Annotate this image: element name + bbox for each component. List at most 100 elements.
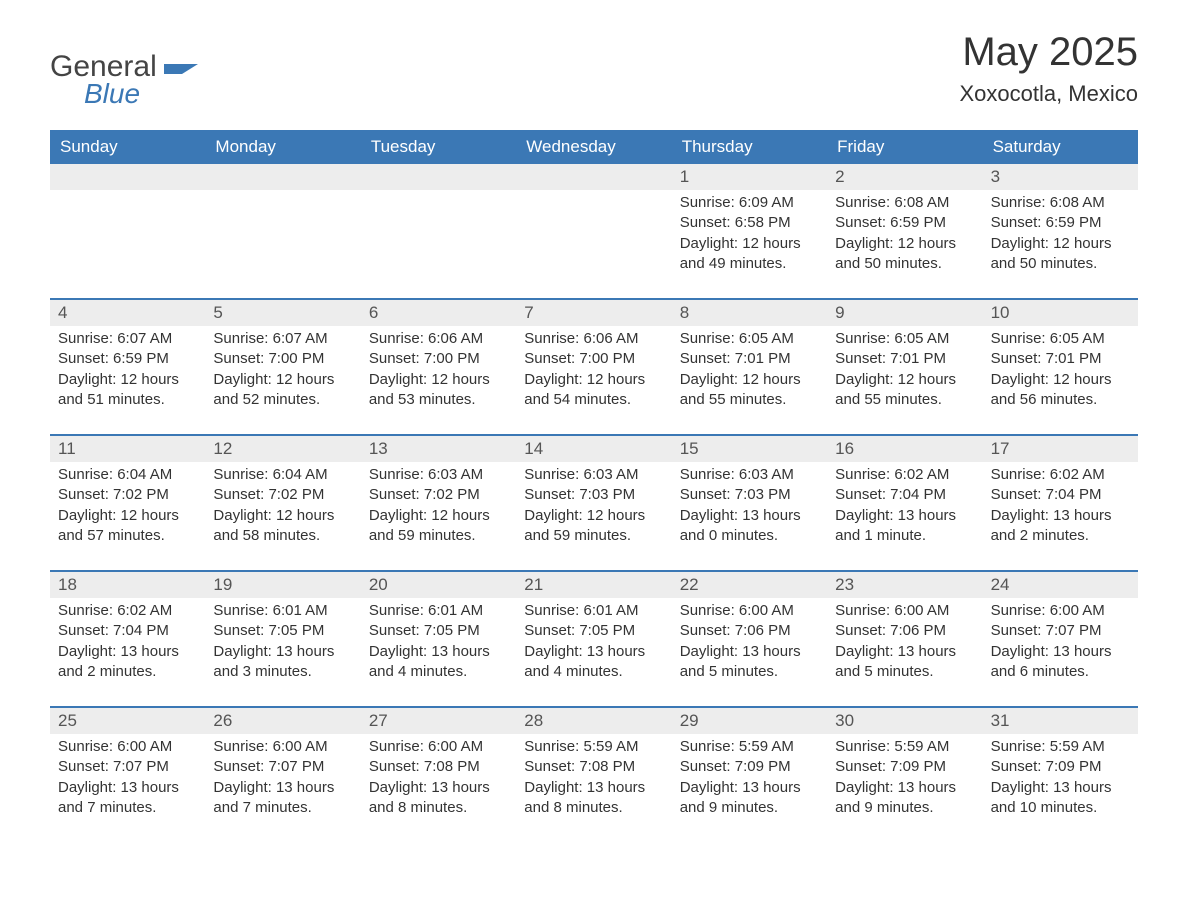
day-details: Sunrise: 6:04 AMSunset: 7:02 PMDaylight:… (50, 462, 205, 552)
day-number: 28 (516, 708, 671, 734)
day-number: 31 (983, 708, 1138, 734)
day-cell: 12Sunrise: 6:04 AMSunset: 7:02 PMDayligh… (205, 436, 360, 552)
day-number: 16 (827, 436, 982, 462)
week-row: 25Sunrise: 6:00 AMSunset: 7:07 PMDayligh… (50, 706, 1138, 824)
day-cell: 15Sunrise: 6:03 AMSunset: 7:03 PMDayligh… (672, 436, 827, 552)
weekday-thursday: Thursday (672, 130, 827, 164)
day-cell: 2Sunrise: 6:08 AMSunset: 6:59 PMDaylight… (827, 164, 982, 280)
day-number: 15 (672, 436, 827, 462)
day-number: 7 (516, 300, 671, 326)
day-cell: 23Sunrise: 6:00 AMSunset: 7:06 PMDayligh… (827, 572, 982, 688)
location-label: Xoxocotla, Mexico (959, 81, 1138, 107)
day-details: Sunrise: 6:05 AMSunset: 7:01 PMDaylight:… (672, 326, 827, 416)
day-cell: 24Sunrise: 6:00 AMSunset: 7:07 PMDayligh… (983, 572, 1138, 688)
day-number: 26 (205, 708, 360, 734)
day-cell: 17Sunrise: 6:02 AMSunset: 7:04 PMDayligh… (983, 436, 1138, 552)
day-number: 29 (672, 708, 827, 734)
weekday-monday: Monday (205, 130, 360, 164)
calendar: SundayMondayTuesdayWednesdayThursdayFrid… (50, 130, 1138, 824)
day-number: 25 (50, 708, 205, 734)
day-number: 9 (827, 300, 982, 326)
day-details: Sunrise: 6:02 AMSunset: 7:04 PMDaylight:… (50, 598, 205, 688)
day-details: Sunrise: 6:01 AMSunset: 7:05 PMDaylight:… (205, 598, 360, 688)
day-number: 12 (205, 436, 360, 462)
day-number: 2 (827, 164, 982, 190)
day-details: Sunrise: 6:00 AMSunset: 7:08 PMDaylight:… (361, 734, 516, 824)
day-details: Sunrise: 6:00 AMSunset: 7:07 PMDaylight:… (50, 734, 205, 824)
day-cell: 31Sunrise: 5:59 AMSunset: 7:09 PMDayligh… (983, 708, 1138, 824)
day-cell: 4Sunrise: 6:07 AMSunset: 6:59 PMDaylight… (50, 300, 205, 416)
day-number: 19 (205, 572, 360, 598)
day-number: 8 (672, 300, 827, 326)
weekday-wednesday: Wednesday (516, 130, 671, 164)
day-number: 1 (672, 164, 827, 190)
day-cell: 7Sunrise: 6:06 AMSunset: 7:00 PMDaylight… (516, 300, 671, 416)
day-cell: 1Sunrise: 6:09 AMSunset: 6:58 PMDaylight… (672, 164, 827, 280)
day-details: Sunrise: 6:07 AMSunset: 7:00 PMDaylight:… (205, 326, 360, 416)
title-block: May 2025 Xoxocotla, Mexico (959, 30, 1138, 107)
day-cell: 28Sunrise: 5:59 AMSunset: 7:08 PMDayligh… (516, 708, 671, 824)
day-details: Sunrise: 6:01 AMSunset: 7:05 PMDaylight:… (516, 598, 671, 688)
day-number: 21 (516, 572, 671, 598)
empty-cell (205, 164, 360, 280)
day-cell: 19Sunrise: 6:01 AMSunset: 7:05 PMDayligh… (205, 572, 360, 688)
day-details: Sunrise: 6:01 AMSunset: 7:05 PMDaylight:… (361, 598, 516, 688)
weekday-saturday: Saturday (983, 130, 1138, 164)
day-number: 14 (516, 436, 671, 462)
day-cell: 25Sunrise: 6:00 AMSunset: 7:07 PMDayligh… (50, 708, 205, 824)
day-details: Sunrise: 6:02 AMSunset: 7:04 PMDaylight:… (827, 462, 982, 552)
weekday-friday: Friday (827, 130, 982, 164)
day-details: Sunrise: 6:07 AMSunset: 6:59 PMDaylight:… (50, 326, 205, 416)
day-number: 4 (50, 300, 205, 326)
day-details: Sunrise: 5:59 AMSunset: 7:09 PMDaylight:… (827, 734, 982, 824)
day-number: 20 (361, 572, 516, 598)
week-row: 1Sunrise: 6:09 AMSunset: 6:58 PMDaylight… (50, 164, 1138, 280)
day-cell: 10Sunrise: 6:05 AMSunset: 7:01 PMDayligh… (983, 300, 1138, 416)
weekday-header: SundayMondayTuesdayWednesdayThursdayFrid… (50, 130, 1138, 164)
day-details: Sunrise: 6:05 AMSunset: 7:01 PMDaylight:… (827, 326, 982, 416)
day-details: Sunrise: 6:02 AMSunset: 7:04 PMDaylight:… (983, 462, 1138, 552)
day-details: Sunrise: 6:03 AMSunset: 7:03 PMDaylight:… (516, 462, 671, 552)
day-number: 24 (983, 572, 1138, 598)
day-number (205, 164, 360, 190)
day-cell: 14Sunrise: 6:03 AMSunset: 7:03 PMDayligh… (516, 436, 671, 552)
day-details: Sunrise: 6:08 AMSunset: 6:59 PMDaylight:… (983, 190, 1138, 280)
weekday-tuesday: Tuesday (361, 130, 516, 164)
day-details: Sunrise: 6:09 AMSunset: 6:58 PMDaylight:… (672, 190, 827, 280)
day-cell: 16Sunrise: 6:02 AMSunset: 7:04 PMDayligh… (827, 436, 982, 552)
logo-text-block: General Blue (50, 52, 157, 110)
day-cell: 21Sunrise: 6:01 AMSunset: 7:05 PMDayligh… (516, 572, 671, 688)
day-number: 18 (50, 572, 205, 598)
day-number: 3 (983, 164, 1138, 190)
day-cell: 9Sunrise: 6:05 AMSunset: 7:01 PMDaylight… (827, 300, 982, 416)
day-details: Sunrise: 6:03 AMSunset: 7:02 PMDaylight:… (361, 462, 516, 552)
day-details: Sunrise: 6:00 AMSunset: 7:06 PMDaylight:… (827, 598, 982, 688)
day-cell: 26Sunrise: 6:00 AMSunset: 7:07 PMDayligh… (205, 708, 360, 824)
empty-cell (516, 164, 671, 280)
weekday-sunday: Sunday (50, 130, 205, 164)
day-cell: 6Sunrise: 6:06 AMSunset: 7:00 PMDaylight… (361, 300, 516, 416)
day-details: Sunrise: 6:04 AMSunset: 7:02 PMDaylight:… (205, 462, 360, 552)
day-number (516, 164, 671, 190)
day-details: Sunrise: 5:59 AMSunset: 7:09 PMDaylight:… (983, 734, 1138, 824)
day-cell: 5Sunrise: 6:07 AMSunset: 7:00 PMDaylight… (205, 300, 360, 416)
day-number: 17 (983, 436, 1138, 462)
day-cell: 30Sunrise: 5:59 AMSunset: 7:09 PMDayligh… (827, 708, 982, 824)
day-number: 5 (205, 300, 360, 326)
day-details: Sunrise: 6:06 AMSunset: 7:00 PMDaylight:… (361, 326, 516, 416)
week-row: 4Sunrise: 6:07 AMSunset: 6:59 PMDaylight… (50, 298, 1138, 416)
day-number: 11 (50, 436, 205, 462)
day-cell: 13Sunrise: 6:03 AMSunset: 7:02 PMDayligh… (361, 436, 516, 552)
day-details: Sunrise: 6:00 AMSunset: 7:07 PMDaylight:… (983, 598, 1138, 688)
day-number (50, 164, 205, 190)
day-number: 23 (827, 572, 982, 598)
day-number: 22 (672, 572, 827, 598)
day-cell: 20Sunrise: 6:01 AMSunset: 7:05 PMDayligh… (361, 572, 516, 688)
logo: General Blue (50, 30, 198, 110)
day-number: 13 (361, 436, 516, 462)
header-area: General Blue May 2025 Xoxocotla, Mexico (50, 30, 1138, 110)
day-details: Sunrise: 6:05 AMSunset: 7:01 PMDaylight:… (983, 326, 1138, 416)
day-details: Sunrise: 6:06 AMSunset: 7:00 PMDaylight:… (516, 326, 671, 416)
day-cell: 11Sunrise: 6:04 AMSunset: 7:02 PMDayligh… (50, 436, 205, 552)
day-cell: 29Sunrise: 5:59 AMSunset: 7:09 PMDayligh… (672, 708, 827, 824)
